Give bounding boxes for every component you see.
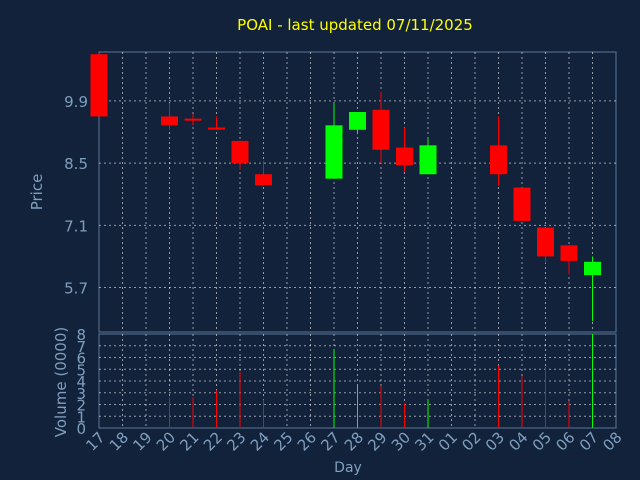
price-tick-label: 5.7: [64, 280, 88, 298]
x-tick-label: 28: [341, 428, 367, 454]
x-tick-label: 05: [529, 428, 555, 454]
candle-body: [184, 118, 202, 121]
volume-tick-label: 3: [76, 385, 86, 403]
x-tick-label: 04: [505, 428, 531, 454]
x-tick-label: 08: [599, 428, 625, 454]
x-tick-label: 18: [106, 428, 132, 454]
volume-tick-label: 0: [76, 420, 86, 438]
x-tick-label: 02: [458, 428, 484, 454]
price-tick-label: 8.5: [64, 155, 88, 173]
x-tick-label: 31: [411, 428, 437, 454]
volume-bars: [169, 334, 593, 428]
candle-body: [513, 187, 531, 221]
x-tick-label: 29: [364, 428, 390, 454]
volume-tick-label: 4: [76, 373, 86, 391]
volume-tick-label: 6: [76, 350, 86, 368]
x-tick-label: 26: [294, 428, 320, 454]
candle-body: [560, 245, 578, 261]
x-tick-label: 21: [176, 428, 202, 454]
candle-body: [208, 127, 225, 130]
x-tick-label: 20: [153, 428, 179, 454]
volume-tick-label: 2: [76, 397, 86, 415]
x-tick-label: 03: [482, 428, 508, 454]
x-axis-label: Day: [334, 460, 362, 476]
chart-title: POAI - last updated 07/11/2025: [237, 16, 473, 34]
x-tick-label: 25: [270, 428, 296, 454]
candle-body: [255, 174, 272, 186]
price-y-ticks: 9.9 8.5 7.1 5.7: [64, 93, 88, 298]
candles: [90, 54, 601, 321]
candle-body: [537, 227, 554, 257]
price-tick-label: 9.9: [64, 93, 88, 111]
candle-body: [584, 261, 601, 276]
x-tick-label: 19: [129, 428, 155, 454]
x-tick-label: 30: [388, 428, 414, 454]
candle-body: [325, 125, 343, 179]
candle-body: [396, 147, 413, 166]
candle-body: [349, 112, 366, 130]
volume-tick-label: 5: [76, 361, 86, 379]
x-tick-label: 17: [82, 428, 108, 454]
price-tick-label: 7.1: [64, 217, 88, 235]
x-tick-label: 23: [223, 428, 249, 454]
x-tick-label: 24: [247, 428, 273, 454]
candle-body: [490, 145, 507, 175]
y-axis-label: Price: [28, 174, 46, 211]
candle-body: [419, 145, 437, 175]
volume-tick-label: 7: [76, 338, 86, 356]
x-axis-ticks: 1718192021222324252627282930310102030405…: [82, 428, 625, 454]
price-panel: 9.9 8.5 7.1 5.7: [64, 51, 617, 333]
candle-body: [372, 109, 390, 150]
volume-tick-label: 1: [76, 408, 86, 426]
x-tick-label: 07: [576, 428, 602, 454]
candle-body: [231, 140, 249, 164]
volume-tick-label: 8: [76, 326, 86, 344]
volume-grid: [99, 334, 616, 428]
x-tick-label: 22: [200, 428, 226, 454]
x-tick-label: 27: [317, 428, 343, 454]
x-tick-label: 06: [552, 428, 578, 454]
volume-axis-label: Volume (0000): [52, 327, 70, 437]
candle-body: [161, 116, 178, 126]
x-tick-label: 01: [435, 428, 461, 454]
candle-body: [90, 54, 108, 117]
price-grid: [99, 52, 616, 332]
